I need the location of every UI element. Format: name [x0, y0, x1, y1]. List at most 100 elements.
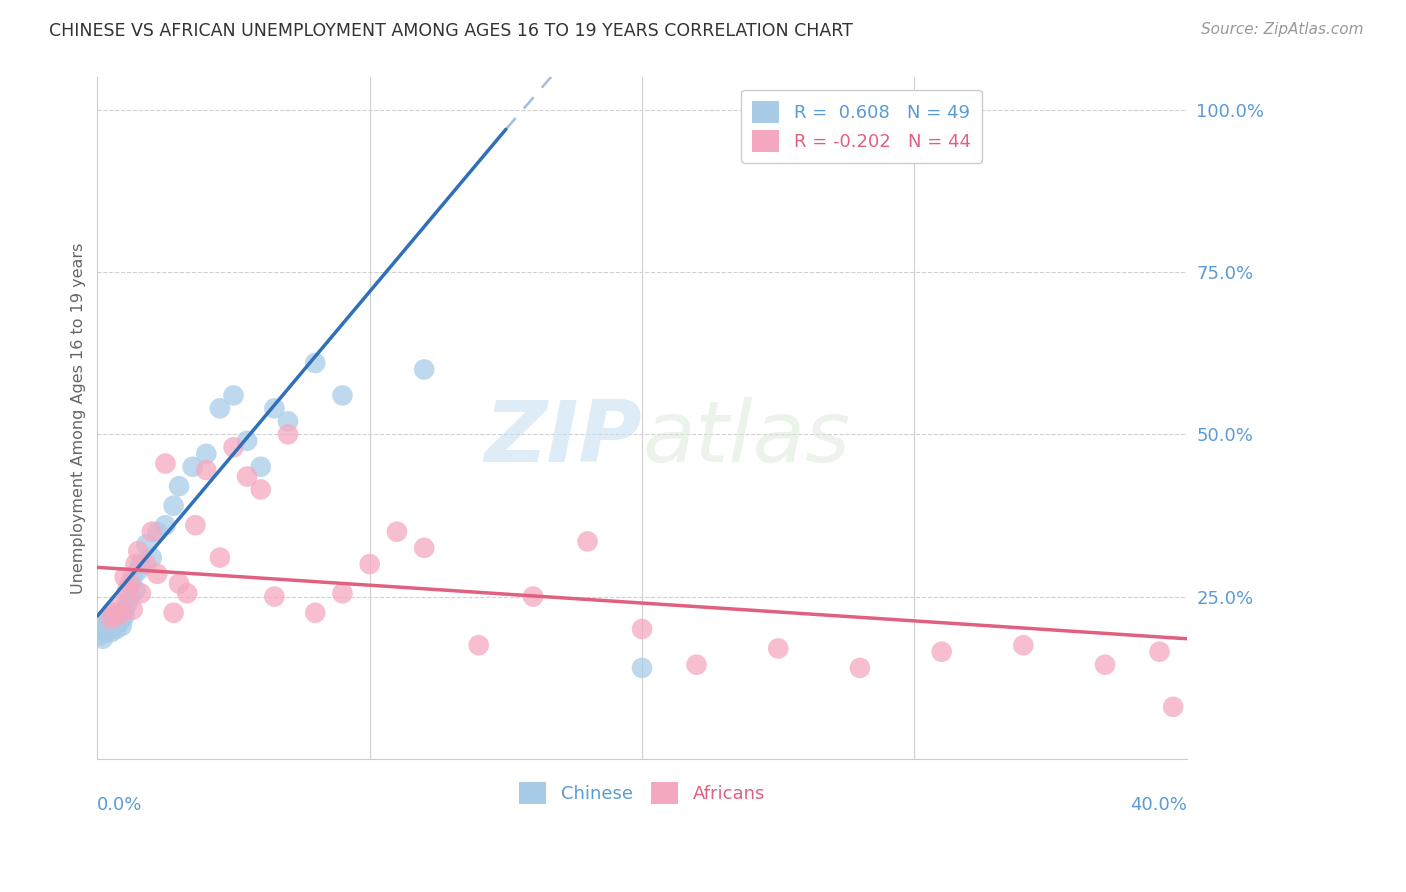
Point — [413, 541, 436, 555]
Point — [111, 606, 134, 620]
Text: 0.0%: 0.0% — [97, 797, 143, 814]
Point — [304, 606, 326, 620]
Point — [103, 615, 125, 630]
Point — [685, 657, 707, 672]
Point — [195, 447, 218, 461]
Point — [576, 534, 599, 549]
Point — [117, 583, 139, 598]
Point — [94, 625, 117, 640]
Point — [385, 524, 408, 539]
Point — [100, 609, 122, 624]
Point — [121, 570, 143, 584]
Point — [135, 557, 157, 571]
Point — [118, 590, 141, 604]
Point — [111, 619, 134, 633]
Point — [105, 612, 128, 626]
Point — [146, 524, 169, 539]
Point — [1094, 657, 1116, 672]
Point — [114, 570, 136, 584]
Point — [94, 612, 117, 626]
Point — [97, 622, 120, 636]
Point — [141, 524, 163, 539]
Point — [208, 401, 231, 416]
Point — [766, 641, 789, 656]
Point — [124, 583, 146, 598]
Point — [124, 557, 146, 571]
Point — [1149, 645, 1171, 659]
Point — [141, 550, 163, 565]
Point — [114, 602, 136, 616]
Point — [105, 609, 128, 624]
Point — [103, 619, 125, 633]
Point — [181, 459, 204, 474]
Point — [332, 586, 354, 600]
Point — [359, 557, 381, 571]
Point — [155, 518, 177, 533]
Point — [103, 606, 125, 620]
Point — [522, 590, 544, 604]
Point — [176, 586, 198, 600]
Point — [129, 586, 152, 600]
Point — [236, 434, 259, 448]
Point — [162, 499, 184, 513]
Point — [222, 388, 245, 402]
Point — [249, 459, 271, 474]
Point — [155, 457, 177, 471]
Point — [100, 625, 122, 640]
Point — [146, 566, 169, 581]
Text: Source: ZipAtlas.com: Source: ZipAtlas.com — [1201, 22, 1364, 37]
Point — [236, 469, 259, 483]
Point — [277, 414, 299, 428]
Point — [89, 628, 111, 642]
Point — [167, 576, 190, 591]
Point — [105, 609, 128, 624]
Point — [118, 576, 141, 591]
Text: 40.0%: 40.0% — [1130, 797, 1187, 814]
Point — [631, 661, 654, 675]
Point — [91, 632, 114, 646]
Point — [184, 518, 207, 533]
Point — [931, 645, 953, 659]
Point — [114, 609, 136, 624]
Point — [413, 362, 436, 376]
Y-axis label: Unemployment Among Ages 16 to 19 years: Unemployment Among Ages 16 to 19 years — [72, 243, 86, 594]
Point — [127, 564, 149, 578]
Point — [263, 590, 285, 604]
Point — [304, 356, 326, 370]
Point — [100, 612, 122, 626]
Text: ZIP: ZIP — [485, 397, 643, 480]
Point — [89, 622, 111, 636]
Point — [1161, 699, 1184, 714]
Point — [332, 388, 354, 402]
Point — [117, 596, 139, 610]
Point — [108, 596, 131, 610]
Point — [277, 427, 299, 442]
Point — [94, 622, 117, 636]
Point — [97, 619, 120, 633]
Point — [222, 440, 245, 454]
Legend: Chinese, Africans: Chinese, Africans — [512, 774, 772, 811]
Point — [162, 606, 184, 620]
Point — [129, 557, 152, 571]
Point — [135, 538, 157, 552]
Point — [91, 615, 114, 630]
Point — [208, 550, 231, 565]
Text: atlas: atlas — [643, 397, 851, 480]
Point — [108, 609, 131, 624]
Point — [100, 622, 122, 636]
Point — [467, 638, 489, 652]
Point — [195, 463, 218, 477]
Point — [849, 661, 872, 675]
Point — [103, 612, 125, 626]
Point — [105, 622, 128, 636]
Point — [121, 602, 143, 616]
Point — [127, 544, 149, 558]
Text: CHINESE VS AFRICAN UNEMPLOYMENT AMONG AGES 16 TO 19 YEARS CORRELATION CHART: CHINESE VS AFRICAN UNEMPLOYMENT AMONG AG… — [49, 22, 853, 40]
Point — [108, 615, 131, 630]
Point — [97, 615, 120, 630]
Point — [167, 479, 190, 493]
Point — [263, 401, 285, 416]
Point — [631, 622, 654, 636]
Point — [111, 612, 134, 626]
Point — [249, 483, 271, 497]
